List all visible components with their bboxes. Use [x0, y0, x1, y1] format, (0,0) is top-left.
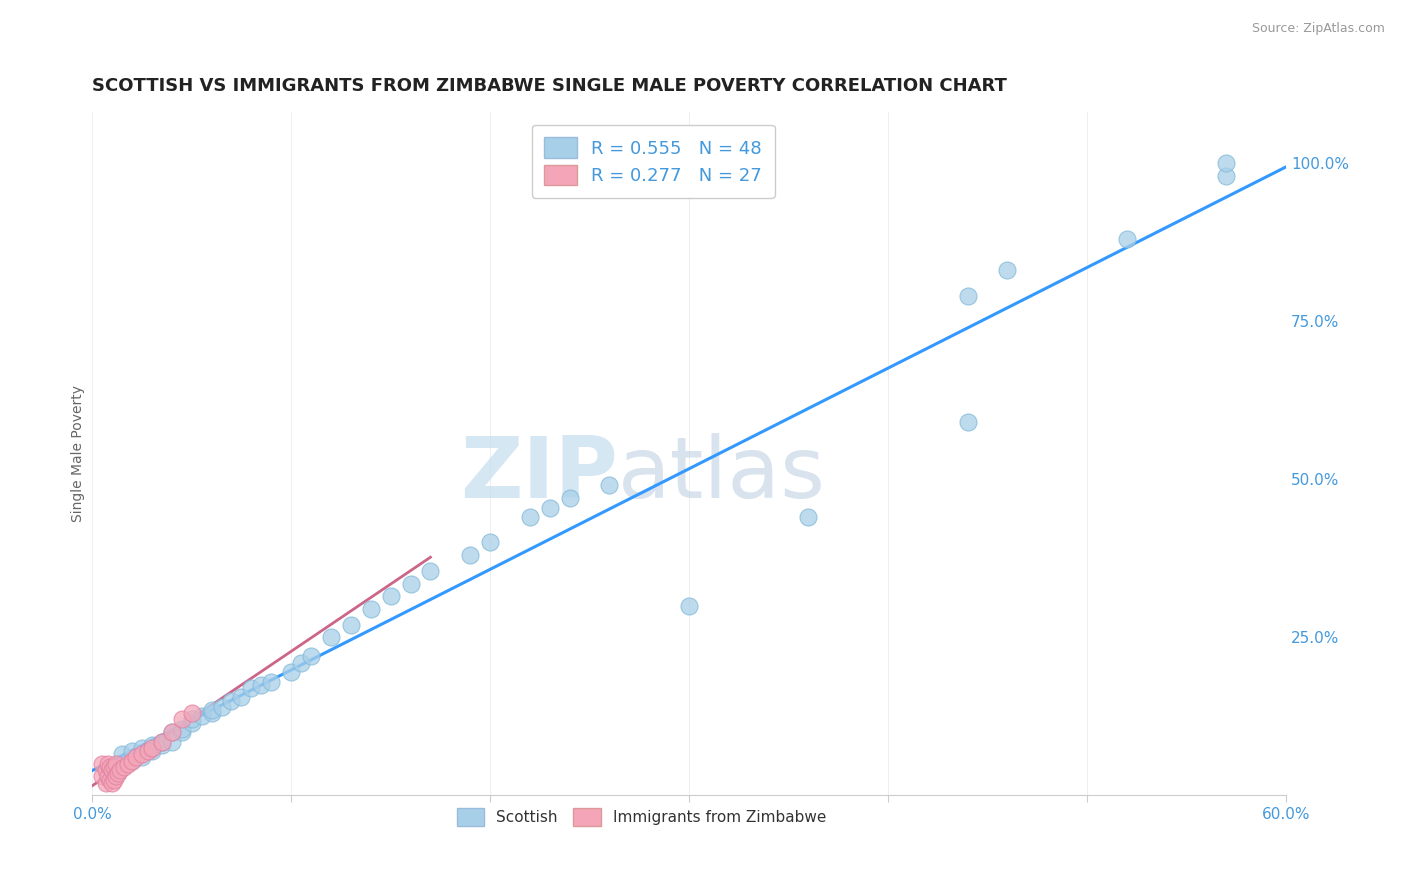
- Point: [479, 535, 502, 549]
- Text: ZIP: ZIP: [460, 433, 617, 516]
- Point: [200, 706, 222, 721]
- Point: [98, 772, 121, 787]
- Point: [94, 763, 117, 777]
- Point: [956, 289, 979, 303]
- Point: [380, 589, 402, 603]
- Point: [997, 263, 1019, 277]
- Point: [105, 769, 128, 783]
- Point: [558, 491, 581, 505]
- Point: [136, 744, 159, 758]
- Point: [105, 756, 128, 771]
- Point: [290, 656, 312, 670]
- Point: [419, 564, 441, 578]
- Point: [150, 734, 173, 748]
- Point: [131, 741, 153, 756]
- Point: [131, 750, 153, 764]
- Point: [91, 769, 114, 783]
- Point: [678, 599, 700, 613]
- Point: [160, 734, 183, 748]
- Point: [538, 500, 561, 515]
- Point: [299, 649, 322, 664]
- Point: [231, 690, 253, 705]
- Point: [121, 744, 143, 758]
- Point: [170, 713, 193, 727]
- Point: [98, 760, 121, 774]
- Text: atlas: atlas: [617, 433, 825, 516]
- Point: [399, 576, 422, 591]
- Point: [97, 756, 120, 771]
- Point: [94, 776, 117, 790]
- Point: [141, 741, 163, 756]
- Point: [125, 750, 148, 764]
- Point: [956, 415, 979, 429]
- Point: [519, 510, 541, 524]
- Point: [458, 548, 481, 562]
- Point: [180, 713, 202, 727]
- Point: [340, 617, 363, 632]
- Point: [1115, 232, 1137, 246]
- Point: [319, 630, 342, 644]
- Point: [598, 478, 620, 492]
- Point: [141, 744, 163, 758]
- Point: [211, 699, 233, 714]
- Point: [112, 760, 135, 774]
- Point: [141, 741, 163, 756]
- Point: [91, 756, 114, 771]
- Point: [101, 776, 124, 790]
- Point: [180, 706, 202, 721]
- Point: [1215, 156, 1237, 170]
- Point: [240, 681, 263, 695]
- Point: [108, 763, 131, 777]
- Point: [221, 693, 243, 707]
- Point: [121, 754, 143, 768]
- Text: Source: ZipAtlas.com: Source: ZipAtlas.com: [1251, 22, 1385, 36]
- Point: [97, 769, 120, 783]
- Point: [170, 722, 193, 736]
- Point: [150, 738, 173, 752]
- Y-axis label: Single Male Poverty: Single Male Poverty: [72, 385, 86, 523]
- Point: [103, 772, 125, 787]
- Point: [200, 703, 222, 717]
- Point: [260, 674, 283, 689]
- Point: [121, 754, 143, 768]
- Text: SCOTTISH VS IMMIGRANTS FROM ZIMBABWE SINGLE MALE POVERTY CORRELATION CHART: SCOTTISH VS IMMIGRANTS FROM ZIMBABWE SIN…: [93, 78, 1007, 95]
- Point: [141, 738, 163, 752]
- Point: [117, 756, 139, 771]
- Point: [111, 747, 134, 762]
- Point: [170, 725, 193, 739]
- Point: [103, 760, 125, 774]
- Point: [360, 602, 382, 616]
- Point: [797, 510, 820, 524]
- Point: [101, 763, 124, 777]
- Point: [160, 725, 183, 739]
- Legend: Scottish, Immigrants from Zimbabwe: Scottish, Immigrants from Zimbabwe: [450, 802, 832, 832]
- Point: [190, 709, 212, 723]
- Point: [180, 715, 202, 730]
- Point: [107, 766, 129, 780]
- Point: [131, 747, 153, 762]
- Point: [250, 678, 273, 692]
- Point: [160, 725, 183, 739]
- Point: [280, 665, 302, 679]
- Point: [1215, 169, 1237, 183]
- Point: [150, 734, 173, 748]
